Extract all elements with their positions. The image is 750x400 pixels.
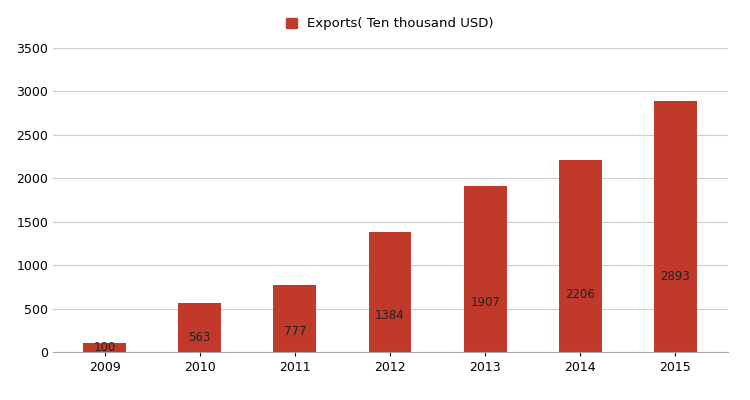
Text: 2206: 2206 (566, 288, 596, 301)
Bar (368, 232, 412, 352)
Text: 100: 100 (94, 341, 116, 354)
Bar (559, 160, 602, 352)
Bar (274, 284, 316, 352)
Text: 2893: 2893 (661, 270, 690, 283)
Bar (83, 343, 126, 352)
Text: 777: 777 (284, 325, 306, 338)
Legend: Exports( Ten thousand USD): Exports( Ten thousand USD) (281, 12, 499, 36)
Bar (654, 101, 697, 352)
Bar (178, 303, 221, 352)
Text: 1384: 1384 (375, 310, 405, 322)
Text: 563: 563 (188, 331, 211, 344)
Bar (464, 186, 506, 352)
Text: 1907: 1907 (470, 296, 500, 309)
